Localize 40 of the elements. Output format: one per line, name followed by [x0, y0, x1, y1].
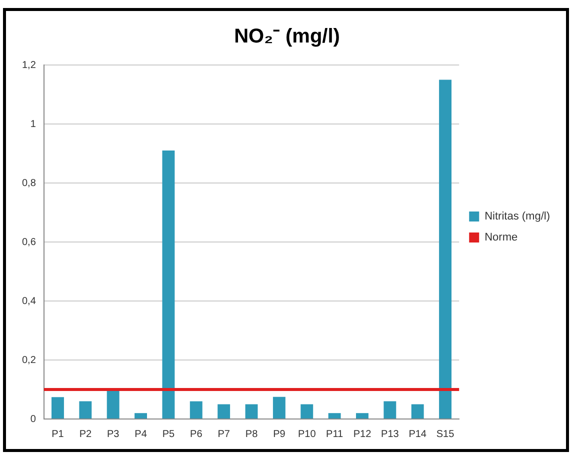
x-tick-label: P13: [381, 428, 400, 440]
bar: [52, 397, 64, 418]
y-tick-label: 0,6: [22, 236, 36, 248]
x-tick-label: P4: [134, 428, 148, 440]
x-tick-label: P8: [245, 428, 258, 440]
x-tick-label: P6: [190, 428, 203, 440]
bar: [272, 396, 286, 418]
x-tick-label: P10: [298, 428, 316, 440]
bar: [439, 80, 452, 418]
x-tick-label: P1: [52, 428, 64, 440]
y-tick-label: 1: [30, 118, 36, 130]
y-tick-label: 1,2: [22, 60, 36, 71]
x-tick-label: P3: [106, 428, 120, 440]
bar: [356, 413, 368, 418]
y-tick-label: 0,4: [22, 296, 36, 307]
x-tick-label: P7: [218, 428, 230, 440]
chart-title: NO₂⁻ (mg/l): [234, 26, 340, 48]
bar: [384, 401, 396, 418]
bar: [300, 404, 314, 418]
bar: [328, 413, 341, 418]
x-tick-label: P5: [162, 428, 176, 440]
y-tick-label: 0: [30, 414, 36, 425]
x-tick-label: P12: [353, 428, 372, 440]
bar: [162, 150, 175, 418]
bar: [411, 404, 424, 418]
y-tick-label: 0,8: [22, 178, 36, 189]
bar: [218, 404, 230, 418]
bar: [245, 404, 258, 418]
x-tick-label: P11: [326, 428, 344, 440]
bar: [134, 413, 148, 418]
x-tick-label: P9: [273, 428, 286, 440]
bar: [190, 401, 202, 418]
y-tick-label: 0,2: [22, 354, 36, 366]
bar: [79, 401, 92, 418]
legend-label: Nitritas (mg/l): [484, 210, 550, 223]
bar: [106, 390, 120, 418]
x-tick-label: P14: [408, 428, 427, 440]
x-tick-label: P2: [79, 428, 92, 440]
x-tick-label: S15: [436, 428, 455, 440]
legend-label: Norme: [484, 232, 518, 244]
